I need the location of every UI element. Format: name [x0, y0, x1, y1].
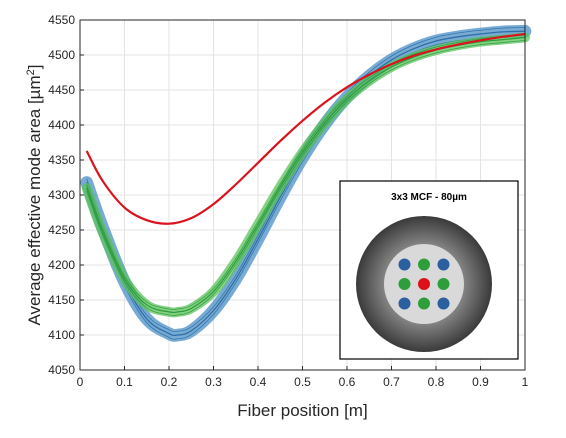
y-axis-label-superscript: 2 [25, 69, 37, 75]
fiber-core [418, 278, 430, 290]
x-tick-label: 0.8 [428, 375, 445, 389]
y-tick-label: 4100 [48, 328, 75, 342]
y-tick-label: 4500 [48, 48, 75, 62]
x-tick-label: 1 [522, 375, 529, 389]
inset-title: 3x3 MCF - 80µm [391, 192, 467, 203]
x-tick-label: 0.2 [161, 375, 178, 389]
x-tick-label: 0.7 [383, 375, 400, 389]
y-tick-label: 4550 [48, 13, 75, 27]
y-tick-label: 4400 [48, 118, 75, 132]
x-tick-label: 0.5 [294, 375, 311, 389]
fiber-cores [398, 258, 450, 310]
x-tick-label: 0.9 [472, 375, 489, 389]
fiber-core [437, 258, 450, 271]
series-2-line [85, 32, 526, 225]
x-tick-label: 0.6 [339, 375, 356, 389]
y-tick-label: 4050 [48, 363, 75, 377]
y-tick-label: 4150 [48, 293, 75, 307]
series-2 [85, 32, 526, 225]
y-tick-label: 4350 [48, 153, 75, 167]
series-0-band-edge [86, 34, 526, 340]
y-axis-label: Average effective mode area [µm2] [25, 65, 44, 326]
fiber-core [398, 278, 411, 290]
y-tick-label: 4300 [48, 188, 75, 202]
fiber-core [437, 278, 450, 290]
y-axis-label-main: Average effective mode area [µm [25, 75, 44, 325]
y-axis-label-close: ] [25, 65, 44, 70]
x-axis-label: Fiber position [m] [237, 401, 367, 420]
y-tick-label: 4450 [48, 83, 75, 97]
x-tick-label: 0.4 [250, 375, 267, 389]
y-tick-label: 4200 [48, 258, 75, 272]
series-1-band-edge [86, 34, 526, 311]
y-tick-label: 4250 [48, 223, 75, 237]
fiber-core [398, 297, 411, 310]
x-tick-label: 0.3 [205, 375, 222, 389]
fiber-core [398, 258, 411, 271]
tick-labels: 0 0.1 0.2 0.3 0.4 0.5 0.6 0.7 0.8 0.9 1 4050 4100 415… [48, 13, 528, 389]
series-group [80, 24, 532, 342]
fiber-core [418, 297, 430, 310]
x-tick-label: 0.1 [116, 375, 133, 389]
series-1-band-edge [86, 40, 526, 316]
fiber-core [418, 258, 430, 271]
fiber-cross-section-inset: 3x3 MCF - 80µm [339, 180, 519, 360]
fiber-core [437, 297, 450, 310]
x-tick-label: 0 [77, 375, 84, 389]
